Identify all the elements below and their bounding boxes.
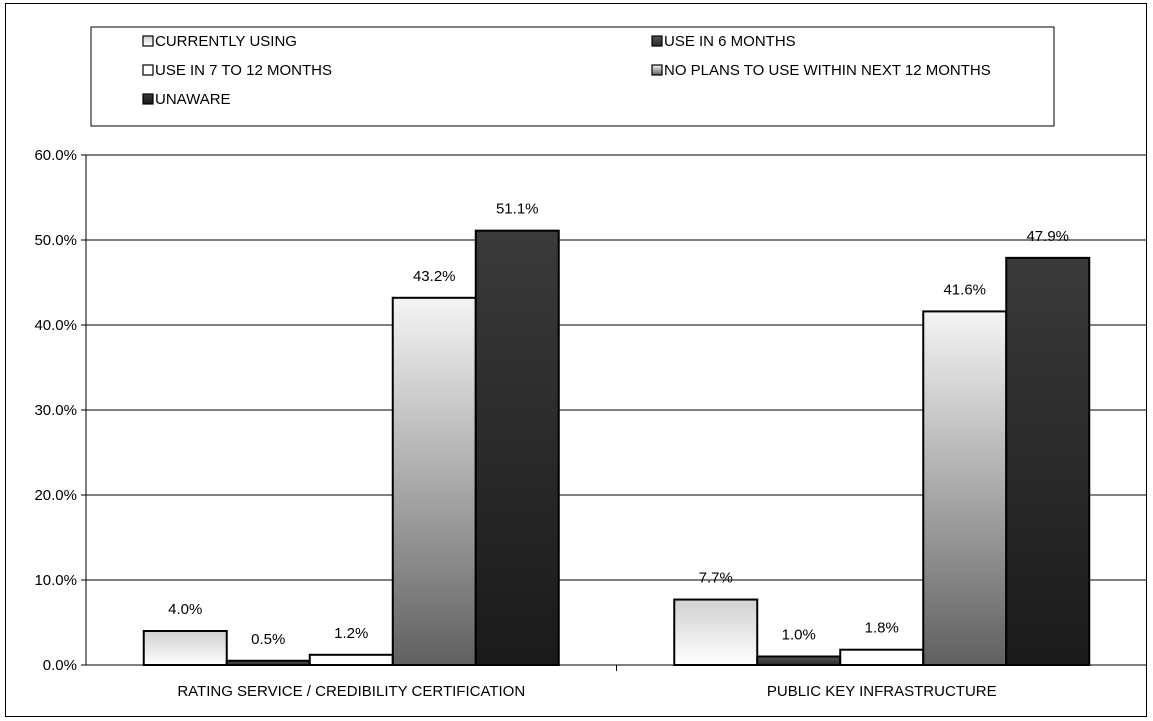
legend-box xyxy=(90,26,1055,127)
data-label: 47.9% xyxy=(1026,228,1069,245)
legend-swatch xyxy=(142,93,154,105)
data-labels: 4.0% 0.5% 1.2% 43.2% 51.1% 7.7% 1.0% 1.8% 41.6% 4… xyxy=(168,201,1069,648)
legend-swatch xyxy=(651,64,663,76)
data-label: 43.2% xyxy=(413,268,456,285)
data-label: 4.0% xyxy=(168,601,202,618)
bar xyxy=(756,655,842,666)
data-label: 1.0% xyxy=(782,627,816,644)
y-tick-label: 10.0% xyxy=(34,572,77,589)
bar xyxy=(142,630,228,666)
data-label: 1.2% xyxy=(334,625,368,642)
bar xyxy=(922,310,1008,666)
legend-label: USE IN 7 TO 12 MONTHS xyxy=(155,62,332,79)
legend-label: NO PLANS TO USE WITHIN NEXT 12 MONTHS xyxy=(664,62,991,79)
data-label: 51.1% xyxy=(496,201,539,218)
bars xyxy=(142,229,1091,667)
y-tick-label: 20.0% xyxy=(34,487,77,504)
legend-label: USE IN 6 MONTHS xyxy=(664,33,796,50)
bar xyxy=(391,296,477,666)
legend-label: UNAWARE xyxy=(155,91,231,108)
x-category-label: PUBLIC KEY INFRASTRUCTURE xyxy=(767,683,997,700)
data-label: 1.8% xyxy=(865,620,899,637)
y-tick-label: 40.0% xyxy=(34,317,77,334)
bar xyxy=(308,653,394,666)
bar xyxy=(225,659,311,666)
data-label: 0.5% xyxy=(251,631,285,648)
y-tick-label: 30.0% xyxy=(34,402,77,419)
y-tick-label: 50.0% xyxy=(34,232,77,249)
bar xyxy=(1005,256,1091,666)
axes: 0.0% 10.0% 20.0% 30.0% 40.0% 50.0% 60.0% RATING… xyxy=(34,147,1147,700)
y-tick-label: 0.0% xyxy=(43,657,77,674)
x-category-label: RATING SERVICE / CREDIBILITY CERTIFICATI… xyxy=(177,683,525,700)
legend: CURRENTLY USING USE IN 6 MONTHS USE IN 7 T… xyxy=(90,26,1055,127)
data-label: 7.7% xyxy=(699,570,733,587)
bar xyxy=(673,598,759,666)
chart-frame xyxy=(5,3,1147,717)
bar xyxy=(839,648,925,667)
legend-label: CURRENTLY USING xyxy=(155,33,297,50)
bar xyxy=(474,229,560,666)
data-label: 41.6% xyxy=(943,281,986,298)
legend-swatch xyxy=(651,35,663,47)
y-tick-label: 60.0% xyxy=(34,147,77,164)
legend-swatch xyxy=(142,64,154,76)
legend-swatch xyxy=(142,35,154,47)
